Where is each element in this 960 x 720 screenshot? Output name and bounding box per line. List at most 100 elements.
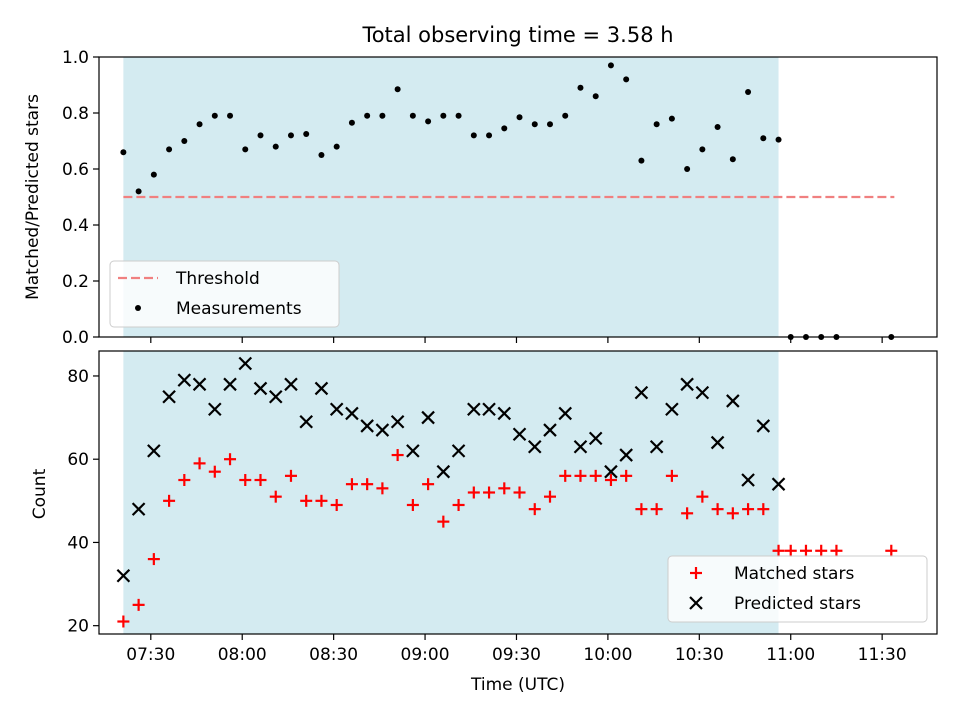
top-y-axis-label: Matched/Predicted stars (23, 94, 43, 300)
matched-point (483, 486, 496, 499)
matched-point (284, 469, 297, 482)
measurement-point (318, 152, 325, 158)
y-tick-label: 0.6 (62, 160, 89, 180)
predicted-point (741, 473, 755, 487)
axes-frame (98, 350, 938, 635)
measurement-point (196, 121, 203, 128)
predicted-point (573, 439, 588, 454)
predicted-point (680, 377, 694, 392)
matched-point (711, 503, 724, 516)
x-axis-label: Time (UTC) (470, 675, 565, 695)
matched-point (757, 503, 770, 516)
matched-point (376, 482, 389, 495)
matched-point (650, 503, 663, 516)
y-tick-label: 0.4 (62, 216, 89, 236)
measurement-point (562, 112, 569, 119)
measurement-point (211, 112, 218, 119)
matched-point (345, 478, 358, 491)
measurement-point (135, 188, 142, 195)
predicted-point (649, 439, 664, 454)
measurement-point (455, 112, 462, 119)
x-tick-label: 07:30 (126, 645, 175, 665)
legend-label: Threshold (175, 269, 260, 289)
predicted-point (558, 406, 573, 421)
legend-item: Measurements (135, 299, 302, 319)
measurement-point (333, 143, 340, 150)
predicted-point (451, 444, 466, 458)
matched-point (254, 474, 267, 487)
x-tick-label: 09:30 (492, 645, 541, 665)
predicted-point (208, 402, 222, 417)
legend-item: Matched stars (690, 564, 854, 584)
top-panel: 0.0 0.2 0.4 0.6 0.8 1.0 Threshold Measurements (62, 48, 938, 348)
measurement-point (394, 86, 401, 93)
legend: Threshold Measurements (109, 260, 340, 328)
legend-label: Measurements (176, 299, 302, 319)
matched-point (117, 615, 130, 628)
series-predicted-stars (116, 356, 786, 583)
x-tick-label: 10:30 (675, 645, 724, 665)
predicted-point (710, 435, 725, 450)
matched-point (726, 507, 739, 520)
measurement-point (699, 146, 706, 153)
predicted-point (253, 381, 268, 396)
matched-point (696, 490, 709, 503)
predicted-point (329, 402, 344, 417)
matched-point (635, 503, 648, 516)
predicted-point (634, 385, 649, 400)
axes-frame (98, 56, 938, 338)
y-tick-label: 0.0 (62, 328, 89, 348)
matched-point (208, 465, 221, 478)
predicted-point (512, 427, 527, 442)
matched-point (224, 453, 237, 466)
predicted-point (116, 568, 131, 583)
measurement-point (409, 112, 416, 119)
legend-item: Threshold (118, 269, 260, 289)
matched-point (799, 544, 812, 557)
matched-point (422, 478, 435, 491)
predicted-point (588, 431, 603, 446)
measurement-point (714, 124, 721, 130)
predicted-point (390, 414, 405, 429)
matched-point (620, 469, 633, 482)
x-tick-label: 11:30 (858, 645, 907, 665)
matched-point (830, 544, 843, 557)
matched-point (437, 515, 450, 528)
y-tick-label: 80 (67, 367, 89, 387)
matched-point (315, 494, 328, 507)
measurement-point (425, 118, 432, 125)
matched-point (147, 553, 160, 566)
predicted-point (527, 439, 542, 454)
predicted-point (162, 390, 176, 404)
matched-point (300, 494, 313, 507)
matched-point (681, 507, 694, 520)
predicted-point (223, 377, 237, 392)
predicted-point (131, 502, 146, 516)
x-tick-label: 11:00 (766, 645, 815, 665)
measurement-point (516, 114, 523, 121)
matched-point (269, 490, 282, 503)
predicted-point (756, 419, 771, 433)
predicted-point (695, 385, 710, 400)
predicted-point (147, 444, 161, 458)
matched-point (391, 449, 404, 462)
legend-box (667, 555, 928, 623)
measurement-point (227, 112, 234, 119)
predicted-point (619, 448, 633, 462)
legend-box (109, 260, 340, 328)
measurement-point (242, 146, 249, 153)
measurement-point (623, 76, 630, 83)
legend-label: Predicted stars (734, 594, 861, 614)
measurement-point (470, 132, 477, 139)
measurement-point (668, 115, 675, 122)
predicted-point (771, 477, 786, 491)
predicted-point (436, 464, 451, 479)
predicted-point (345, 406, 359, 421)
predicted-point (192, 377, 207, 392)
measurement-point (684, 166, 691, 172)
measurement-point (486, 132, 493, 139)
legend-dot-swatch (135, 305, 141, 311)
series-matched-stars (117, 449, 898, 628)
measurement-point (303, 131, 310, 137)
predicted-point (238, 356, 253, 371)
